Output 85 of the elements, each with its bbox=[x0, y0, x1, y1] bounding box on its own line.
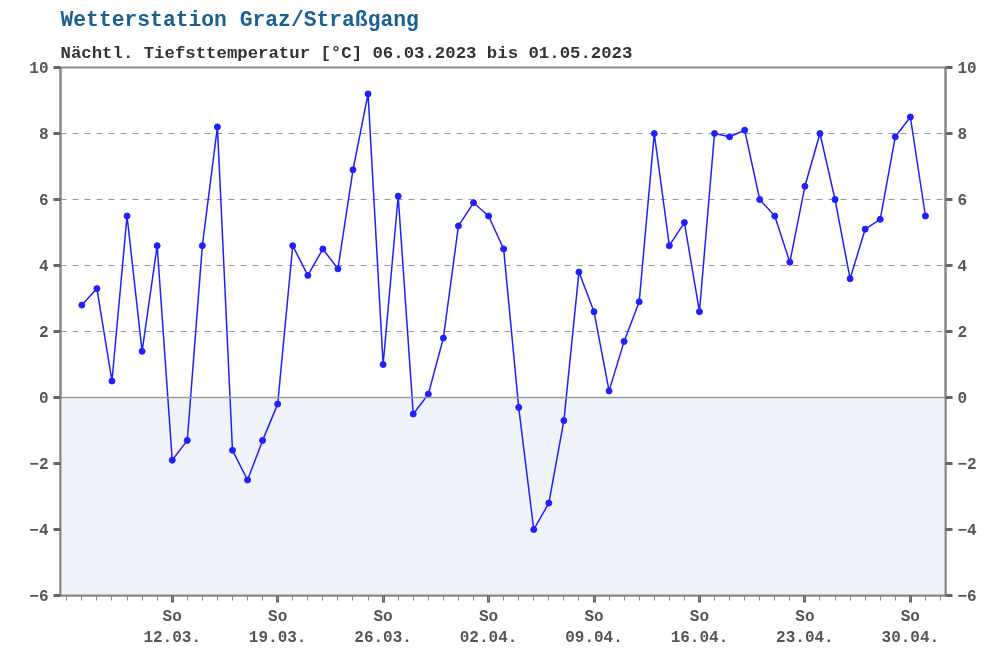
point bbox=[801, 182, 809, 190]
point bbox=[635, 298, 643, 306]
y-tick-label: −4 bbox=[29, 522, 49, 540]
point bbox=[93, 285, 101, 293]
y2-tick-label: 10 bbox=[957, 60, 977, 78]
point bbox=[695, 308, 703, 316]
y-tick-label: 4 bbox=[38, 258, 49, 276]
point bbox=[319, 245, 327, 253]
point bbox=[289, 242, 297, 250]
point bbox=[726, 133, 734, 141]
point bbox=[364, 90, 372, 98]
point bbox=[575, 268, 583, 276]
point bbox=[741, 126, 749, 134]
point bbox=[228, 446, 236, 454]
point bbox=[831, 196, 839, 203]
point bbox=[244, 476, 252, 484]
y2-tick-label: 8 bbox=[957, 126, 968, 144]
y2-tick-label: 6 bbox=[957, 192, 968, 210]
point bbox=[198, 242, 206, 250]
point bbox=[665, 242, 673, 250]
y-tick-label: 6 bbox=[38, 192, 49, 210]
point bbox=[274, 400, 282, 408]
point bbox=[485, 212, 493, 220]
point bbox=[454, 222, 462, 230]
x-tick-label: So 30.04. bbox=[881, 607, 940, 648]
x-tick-label: So 19.03. bbox=[248, 607, 307, 648]
y-tick-label: −2 bbox=[29, 456, 49, 474]
point bbox=[334, 265, 342, 273]
point bbox=[259, 436, 267, 444]
y2-tick-label: 2 bbox=[957, 324, 968, 342]
point bbox=[605, 387, 613, 395]
point bbox=[123, 212, 131, 220]
y-tick-label: 10 bbox=[29, 60, 49, 78]
y2-tick-label: 0 bbox=[957, 390, 968, 408]
point bbox=[424, 390, 432, 398]
point bbox=[711, 130, 719, 137]
point bbox=[590, 308, 598, 316]
point bbox=[756, 196, 764, 203]
point bbox=[921, 212, 929, 220]
y-tick-label: 2 bbox=[38, 324, 49, 342]
y2-tick-label: −2 bbox=[957, 456, 977, 474]
y2-tick-label: 4 bbox=[957, 258, 968, 276]
point bbox=[108, 377, 116, 385]
x-tick-label: So 16.04. bbox=[670, 607, 729, 648]
point bbox=[304, 271, 312, 279]
point bbox=[379, 361, 387, 368]
point bbox=[213, 123, 221, 131]
point bbox=[891, 133, 899, 141]
point bbox=[876, 215, 884, 223]
y-tick-label: 8 bbox=[38, 126, 49, 144]
y-tick-label: 0 bbox=[38, 390, 49, 408]
point bbox=[545, 499, 553, 507]
point bbox=[846, 275, 854, 283]
point bbox=[530, 526, 538, 533]
x-tick-label: So 12.03. bbox=[143, 607, 202, 648]
point bbox=[650, 130, 658, 137]
point bbox=[786, 258, 794, 266]
point bbox=[906, 113, 914, 121]
point bbox=[349, 166, 357, 174]
point bbox=[183, 436, 191, 444]
point bbox=[409, 410, 417, 418]
point bbox=[771, 212, 779, 220]
point bbox=[620, 337, 628, 345]
y2-tick-label: −6 bbox=[957, 588, 977, 606]
point bbox=[138, 347, 146, 355]
point bbox=[168, 456, 176, 464]
point bbox=[816, 130, 824, 137]
chart-title: Wetterstation Graz/Straßgang bbox=[60, 7, 419, 32]
point bbox=[515, 403, 523, 411]
point bbox=[153, 242, 161, 250]
point bbox=[560, 417, 568, 425]
point bbox=[439, 334, 447, 342]
point bbox=[470, 199, 477, 207]
point bbox=[861, 225, 869, 233]
point bbox=[680, 219, 688, 227]
y2-tick-label: −4 bbox=[957, 522, 978, 540]
x-tick-label: So 26.03. bbox=[354, 607, 412, 648]
point bbox=[78, 301, 86, 309]
point bbox=[500, 245, 508, 253]
x-tick-label: So 23.04. bbox=[776, 607, 834, 648]
point bbox=[394, 192, 402, 200]
y-tick-label: −6 bbox=[29, 588, 49, 606]
x-tick-label: So 02.04. bbox=[459, 607, 518, 648]
x-tick-label: So 09.04. bbox=[565, 607, 623, 648]
chart-subtitle: Nächtl. Tiefsttemperatur [°C] 06.03.2023 bis 01.05.2023 bbox=[60, 43, 633, 63]
